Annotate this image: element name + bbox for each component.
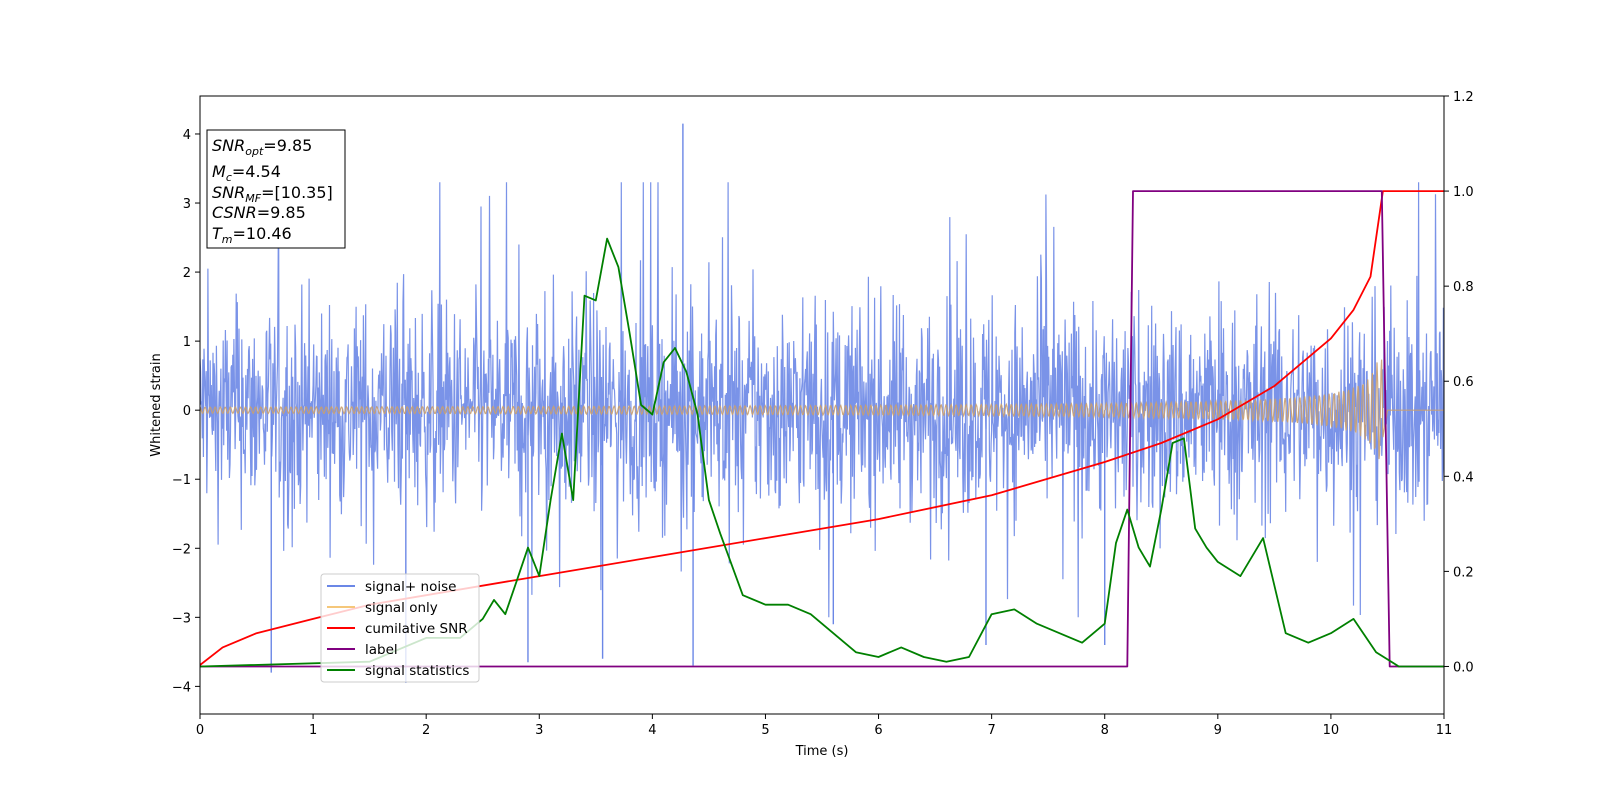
- legend-label: cumilative SNR: [365, 621, 468, 637]
- info-box: SNRopt=9.85 Mc=4.54 SNRMF=[10.35] CSNR=9…: [206, 129, 346, 249]
- info-csnr-value: =9.85: [257, 203, 306, 222]
- legend-label: signal only: [365, 600, 438, 616]
- info-mc: Mc=4.54: [212, 162, 281, 184]
- info-tm: Tm=10.46: [212, 224, 292, 246]
- series-signal-statistics: [200, 237, 1444, 668]
- y-left-tick-label: −3: [172, 611, 191, 626]
- info-snr-mf: SNRMF=[10.35]: [212, 183, 333, 205]
- y-right-tick-label: 0.6: [1453, 375, 1474, 390]
- info-tm-value: =10.46: [233, 224, 292, 243]
- series-signal-noise: [200, 182, 1444, 618]
- x-tick-label: 5: [761, 723, 769, 738]
- x-tick-label: 6: [874, 723, 882, 738]
- x-tick-label: 4: [648, 723, 656, 738]
- info-mc-sub: c: [226, 171, 232, 184]
- y-left-tick-label: 4: [183, 128, 191, 143]
- x-tick-label: 10: [1323, 723, 1340, 738]
- y-left-tick-label: 0: [183, 404, 191, 419]
- legend-frame: [320, 573, 480, 683]
- info-snr-mf-name: SNR: [212, 183, 245, 202]
- info-mc-value: =4.54: [232, 162, 281, 181]
- info-mc-name: M: [212, 162, 226, 181]
- info-tm-sub: m: [222, 233, 233, 246]
- plot-frame: [199, 95, 1445, 715]
- x-tick-label: 9: [1214, 723, 1222, 738]
- info-csnr-name: CSNR: [212, 203, 257, 222]
- x-axis-label: Time (s): [795, 744, 849, 759]
- info-box-frame: [206, 129, 346, 249]
- info-tm-name: T: [212, 224, 223, 243]
- legend: signal+ noise signal only cumilative SNR la…: [320, 573, 480, 683]
- legend-label: signal statistics: [365, 663, 469, 679]
- info-snr-mf-sub: MF: [245, 192, 261, 205]
- x-tick-label: 7: [987, 723, 995, 738]
- y-right-tick-label: 0.2: [1453, 565, 1474, 580]
- y-right-tick-label: 0.4: [1453, 470, 1474, 485]
- axes-layer: 0 1 2 3 4 5 6 7 8 9 10 11 −4 −3 −2 −1 0 1 2 3 4 0.0 0.2 0.4 0.6 0…: [172, 90, 1474, 738]
- y-right-tick-label: 1.0: [1453, 185, 1474, 200]
- x-tick-label: 0: [196, 723, 204, 738]
- x-tick-label: 1: [309, 723, 317, 738]
- info-snr-mf-value: =[10.35]: [261, 183, 333, 202]
- y-left-tick-label: 2: [183, 266, 191, 281]
- y-axis-label: Whitened strain: [149, 353, 164, 456]
- info-snr-opt-value: =9.85: [263, 136, 312, 155]
- info-snr-opt-name: SNR: [212, 136, 245, 155]
- series-signal-only: [200, 359, 1444, 460]
- y-left-tick-label: −2: [172, 542, 191, 557]
- info-csnr: CSNR=9.85: [212, 203, 306, 222]
- y-right-tick-label: 0.0: [1453, 660, 1474, 675]
- legend-label: label: [365, 642, 398, 658]
- info-snr-opt-sub: opt: [245, 145, 264, 158]
- x-tick-label: 3: [535, 723, 543, 738]
- y-right-tick-label: 0.8: [1453, 280, 1474, 295]
- y-right-tick-label: 1.2: [1453, 90, 1474, 105]
- y-left-tick-label: −1: [172, 473, 191, 488]
- info-snr-opt: SNRopt=9.85: [212, 136, 312, 158]
- y-left-tick-label: −4: [172, 680, 191, 695]
- x-tick-label: 11: [1436, 723, 1453, 738]
- x-tick-label: 2: [422, 723, 430, 738]
- y-left-tick-label: 1: [183, 335, 191, 350]
- y-left-tick-label: 3: [183, 197, 191, 212]
- legend-label: signal+ noise: [365, 579, 456, 595]
- x-tick-label: 8: [1101, 723, 1109, 738]
